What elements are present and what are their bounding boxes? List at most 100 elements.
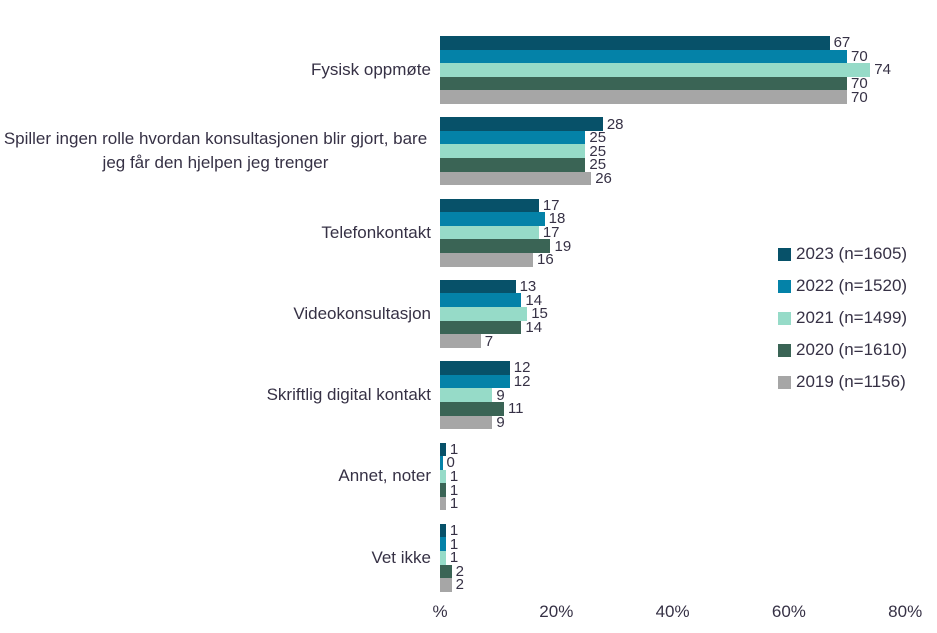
bar-2022 bbox=[440, 49, 848, 64]
value-label: 12 bbox=[513, 359, 531, 377]
category-label-cell: Annet, noter bbox=[0, 443, 436, 511]
value-label: 74 bbox=[874, 61, 891, 79]
bar-2023 bbox=[440, 198, 539, 213]
bar-2021 bbox=[440, 388, 493, 402]
legend-swatch-icon bbox=[778, 343, 791, 357]
legend: 2023 (n=1605) 2022 (n=1520) 2021 (n=1499) 2… bbox=[778, 238, 907, 398]
bar-line: 14 bbox=[440, 291, 548, 309]
legend-label: 2021 (n=1499) bbox=[796, 308, 908, 327]
category-group: Vet ikke 1 1 1 2 2 bbox=[0, 522, 937, 594]
category-label-cell: Vet ikke bbox=[0, 524, 436, 592]
category-label-cell: Skriftlig digital kontakt bbox=[0, 361, 436, 429]
bar-2021 bbox=[440, 550, 446, 565]
legend-swatch-icon bbox=[778, 247, 791, 261]
value-label: 1 bbox=[449, 535, 459, 553]
value-label: 9 bbox=[496, 413, 505, 431]
bar-line: 17 bbox=[440, 224, 571, 242]
axis-tick-label: % bbox=[432, 602, 448, 621]
bar-line: 1 bbox=[440, 483, 458, 498]
legend-swatch-icon bbox=[778, 375, 791, 389]
bar-line: 70 bbox=[440, 88, 891, 106]
bar-group: 28 25 25 25 26 bbox=[440, 117, 624, 187]
value-label: 9 bbox=[496, 386, 505, 404]
value-label: 25 bbox=[589, 156, 607, 174]
axis-tick-label: 20% bbox=[539, 602, 574, 621]
value-label: 16 bbox=[537, 251, 554, 269]
bar-2022 bbox=[440, 374, 510, 389]
bar-2021 bbox=[440, 469, 446, 484]
bar-2023 bbox=[440, 117, 603, 131]
bar-line: 1 bbox=[440, 522, 464, 540]
category-label-cell: Videokonsultasjon bbox=[0, 280, 436, 348]
bar-line: 67 bbox=[440, 34, 891, 52]
legend-label: 2019 (n=1156) bbox=[796, 372, 906, 391]
category-group: Annet, noter 1 0 1 1 1 bbox=[0, 442, 937, 511]
bar-line: 17 bbox=[440, 196, 571, 214]
legend-label: 2023 (n=1605) bbox=[796, 244, 908, 263]
bar-line: 26 bbox=[440, 169, 624, 187]
bar-2020 bbox=[440, 401, 504, 416]
bar-line: 9 bbox=[440, 413, 530, 431]
bar-group: 67 70 74 70 70 bbox=[440, 34, 891, 106]
bar-2019 bbox=[440, 334, 481, 348]
legend-item: 2023 (n=1605) bbox=[778, 238, 907, 270]
category-label: Annet, noter bbox=[338, 466, 431, 486]
bar-group: 13 14 15 14 7 bbox=[440, 279, 548, 350]
bar-2019 bbox=[440, 415, 493, 430]
value-label: 15 bbox=[531, 305, 548, 323]
category-label: Skriftlig digital kontakt bbox=[266, 385, 431, 405]
bar-line: 1 bbox=[440, 469, 458, 484]
value-label: 70 bbox=[851, 75, 868, 93]
axis-tick-label: 40% bbox=[655, 602, 690, 621]
bar-line: 14 bbox=[440, 320, 548, 335]
bar-line: 12 bbox=[440, 374, 530, 389]
bar-line: 2 bbox=[440, 564, 464, 579]
bar-line: 11 bbox=[440, 401, 530, 416]
value-label: 14 bbox=[525, 291, 543, 309]
bar-line: 70 bbox=[440, 47, 891, 65]
category-label-cell: Telefonkontakt bbox=[0, 199, 436, 267]
bar-2019 bbox=[440, 252, 534, 267]
bar-line: 70 bbox=[440, 75, 891, 93]
bar-2019 bbox=[440, 90, 848, 104]
value-label: 67 bbox=[833, 34, 851, 52]
legend-label: 2022 (n=1520) bbox=[796, 276, 908, 295]
category-label-cell: Fysisk oppmøte bbox=[0, 36, 436, 104]
value-label: 7 bbox=[484, 332, 494, 350]
bar-line: 25 bbox=[440, 130, 624, 145]
legend-item: 2019 (n=1156) bbox=[778, 366, 907, 398]
bar-line: 25 bbox=[440, 144, 624, 159]
bar-line: 9 bbox=[440, 386, 530, 404]
value-label: 26 bbox=[595, 169, 612, 187]
bar-2019 bbox=[440, 171, 592, 186]
value-label: 1 bbox=[449, 522, 459, 540]
bar-2019 bbox=[440, 578, 452, 592]
value-label: 17 bbox=[542, 224, 560, 242]
bar-2022 bbox=[440, 293, 522, 308]
category-label: Vet ikke bbox=[371, 547, 431, 567]
value-label: 17 bbox=[542, 196, 560, 214]
bar-2022 bbox=[440, 456, 443, 470]
bar-line: 74 bbox=[440, 61, 891, 79]
bar-line: 28 bbox=[440, 117, 624, 132]
bar-line: 1 bbox=[440, 535, 464, 553]
bar-2023 bbox=[440, 279, 516, 294]
bar-2023 bbox=[440, 36, 830, 50]
category-label: Spiller ingen rolle hvordan konsultasjon… bbox=[3, 129, 428, 173]
bar-line: 12 bbox=[440, 359, 531, 377]
legend-label: 2020 (n=1610) bbox=[796, 340, 908, 359]
bar-line: 25 bbox=[440, 156, 624, 174]
category-label-cell: Spiller ingen rolle hvordan konsultasjon… bbox=[0, 117, 436, 185]
axis-tick-label: 80% bbox=[888, 602, 923, 621]
category-group: Fysisk oppmøte 67 70 74 70 70 bbox=[0, 34, 937, 106]
bar-line: 7 bbox=[440, 332, 548, 350]
value-label: 2 bbox=[455, 576, 464, 594]
value-label: 70 bbox=[851, 88, 868, 106]
bar-2022 bbox=[440, 130, 586, 145]
bar-2019 bbox=[440, 496, 446, 511]
bar-2020 bbox=[440, 158, 586, 172]
value-label: 70 bbox=[851, 47, 868, 65]
bar-2022 bbox=[440, 537, 446, 551]
